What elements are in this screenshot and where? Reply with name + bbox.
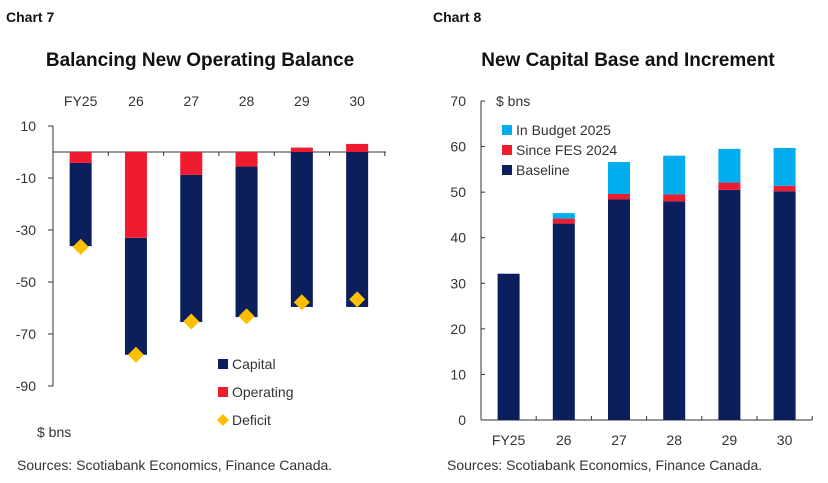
bar-baseline — [663, 201, 686, 420]
bar-operating — [346, 143, 369, 152]
x-tick-label: 30 — [777, 432, 793, 448]
y-tick-label: 10 — [450, 366, 466, 382]
legend-label: Since FES 2024 — [516, 142, 617, 158]
marker-deficit — [238, 308, 255, 325]
chart7-plot: 10 -10 -30 -50 -70 -90 FY25 26 27 28 29 30 Capital Op… — [16, 93, 386, 428]
bar-since-fes-2024 — [663, 194, 686, 202]
y-tick-label: -50 — [16, 274, 36, 290]
x-tick-label: 28 — [239, 93, 255, 109]
bar-in-budget-2025 — [663, 155, 686, 195]
bar-capital — [346, 152, 369, 307]
bar-since-fes-2024 — [608, 193, 630, 200]
y-tick-label: -90 — [16, 378, 36, 394]
marker-deficit — [127, 346, 144, 363]
marker-deficit — [72, 238, 89, 255]
legend-swatch-deficit — [217, 414, 229, 426]
x-tick-label: 28 — [666, 432, 682, 448]
y-tick-label: -10 — [16, 170, 36, 186]
bar-baseline — [497, 273, 520, 420]
legend-swatch-operating — [218, 387, 228, 397]
legend-label: In Budget 2025 — [516, 122, 611, 138]
legend-label: Capital — [232, 356, 276, 372]
chart7-label: Chart 7 — [6, 9, 54, 25]
bar-in-budget-2025 — [718, 148, 741, 183]
bar-since-fes-2024 — [552, 218, 575, 224]
bar-baseline — [773, 191, 796, 420]
x-tick-label: FY25 — [64, 93, 98, 109]
bar-capital — [290, 152, 313, 307]
chart8-unit-label: $ bns — [496, 93, 530, 109]
legend-swatch — [502, 165, 512, 175]
x-tick-label: 27 — [183, 93, 199, 109]
y-tick-label: 30 — [450, 275, 466, 291]
y-tick-label: 0 — [458, 412, 466, 428]
x-tick-label: 26 — [128, 93, 144, 109]
chart7-source: Sources: Scotiabank Economics, Finance C… — [17, 457, 332, 473]
legend-label: Operating — [232, 384, 293, 400]
bar-since-fes-2024 — [718, 182, 741, 190]
bar-in-budget-2025 — [773, 147, 796, 186]
bar-baseline — [552, 223, 575, 420]
legend-swatch-capital — [218, 359, 228, 369]
legend-swatch — [502, 145, 512, 155]
y-tick-label: 60 — [450, 139, 466, 155]
y-tick-label: -70 — [16, 326, 36, 342]
x-tick-label: 26 — [556, 432, 572, 448]
bar-operating — [69, 152, 92, 163]
chart8-title: New Capital Base and Increment — [481, 50, 775, 71]
y-tick-label: 70 — [450, 93, 466, 109]
y-tick-label: 20 — [450, 321, 466, 337]
bar-in-budget-2025 — [608, 162, 630, 194]
x-tick-label: 30 — [349, 93, 365, 109]
chart7-unit-label: $ bns — [37, 424, 71, 440]
bar-in-budget-2025 — [552, 213, 575, 219]
legend-label: Deficit — [232, 412, 271, 428]
chart7-title: Balancing New Operating Balance — [46, 50, 354, 71]
bar-baseline — [718, 189, 741, 420]
bar-operating — [235, 152, 258, 167]
bar-baseline — [608, 199, 630, 420]
bar-operating — [180, 152, 203, 175]
bar-since-fes-2024 — [773, 185, 796, 192]
y-tick-label: -30 — [16, 222, 36, 238]
x-tick-label: FY25 — [492, 432, 526, 448]
chart8-source: Sources: Scotiabank Economics, Finance C… — [447, 457, 762, 473]
bar-capital — [69, 162, 92, 247]
x-tick-label: 29 — [294, 93, 310, 109]
chart8-plot: 0 10 20 30 40 50 60 70 FY25 26 27 28 29 30 In Budget 2… — [450, 93, 813, 448]
y-tick-label: 10 — [20, 118, 36, 134]
bar-capital — [180, 174, 203, 323]
x-tick-label: 29 — [722, 432, 738, 448]
x-tick-label: 27 — [611, 432, 627, 448]
marker-deficit — [293, 294, 310, 311]
bar-operating — [290, 147, 313, 152]
y-tick-label: 50 — [450, 184, 466, 200]
bar-capital — [124, 237, 147, 355]
marker-deficit — [183, 313, 200, 330]
marker-deficit — [349, 291, 366, 308]
bar-capital — [235, 166, 258, 318]
legend-swatch — [502, 125, 512, 135]
chart8-label: Chart 8 — [433, 9, 481, 25]
y-tick-label: 40 — [450, 230, 466, 246]
bar-operating — [124, 152, 147, 238]
legend-label: Baseline — [516, 162, 570, 178]
